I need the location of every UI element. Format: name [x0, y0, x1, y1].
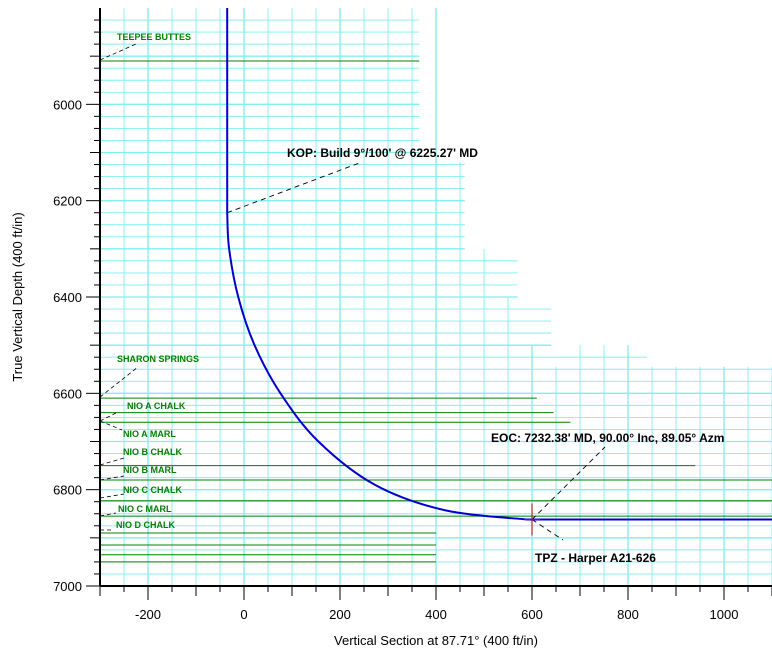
formation-leader	[99, 43, 137, 61]
formation-leader	[99, 366, 139, 398]
y-tick-label: 7000	[53, 579, 82, 594]
y-tick-label: 6600	[53, 386, 82, 401]
formation-label: NIO B CHALK	[123, 447, 182, 457]
x-tick-label: 200	[329, 607, 351, 622]
tpz-leader	[531, 519, 564, 541]
formation-label: NIO A MARL	[123, 429, 176, 439]
formation-leader	[99, 457, 125, 466]
formation-label: NIO C CHALK	[123, 485, 182, 495]
tpz-label: TPZ - Harper A21-626	[535, 551, 656, 565]
formation-lines	[100, 60, 772, 563]
wellpath-layer	[226, 8, 772, 536]
eoc-label: EOC: 7232.38' MD, 90.00° Inc, 89.05° Azm	[491, 431, 724, 445]
y-axis-title: True Vertical Depth (400 ft/in)	[10, 212, 25, 381]
formation-label: NIO D CHALK	[116, 520, 175, 530]
formation-leader	[99, 512, 117, 517]
x-tick-label: 1000	[710, 607, 739, 622]
y-tick-label: 6800	[53, 483, 82, 498]
axes	[86, 8, 772, 600]
grid-major	[100, 8, 772, 586]
x-axis-title: Vertical Section at 87.71° (400 ft/in)	[334, 633, 538, 648]
formation-label: SHARON SPRINGS	[117, 354, 199, 364]
annotation-leaders	[99, 43, 606, 541]
eoc-leader	[531, 446, 606, 520]
formation-leader	[99, 412, 117, 422]
kop-label: KOP: Build 9°/100' @ 6225.27' MD	[287, 146, 478, 160]
formation-label: NIO C MARL	[118, 504, 172, 514]
x-tick-label: 800	[617, 607, 639, 622]
x-tick-label: 600	[521, 607, 543, 622]
y-tick-label: 6000	[53, 97, 82, 112]
y-tick-label: 6400	[53, 290, 82, 305]
labels: TEEPEE BUTTES SHARON SPRINGS NIO A CHALK NI…	[10, 32, 738, 648]
y-tick-label: 6200	[53, 194, 82, 209]
kop-leader	[227, 161, 363, 214]
formation-label: NIO B MARL	[123, 465, 177, 475]
formation-label: TEEPEE BUTTES	[117, 32, 191, 42]
formation-label: NIO A CHALK	[127, 401, 186, 411]
x-tick-label: -200	[135, 607, 161, 622]
formation-leader	[99, 420, 123, 431]
x-tick-label: 400	[425, 607, 447, 622]
wellpath-line	[226, 8, 772, 521]
formation-leader	[99, 493, 125, 499]
x-tick-label: 0	[240, 607, 247, 622]
